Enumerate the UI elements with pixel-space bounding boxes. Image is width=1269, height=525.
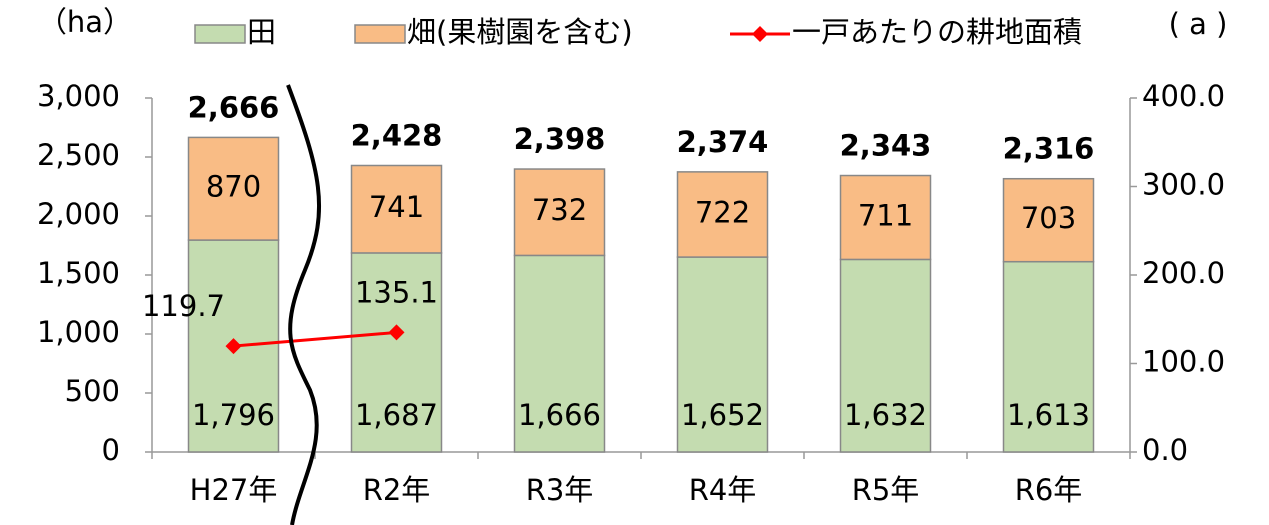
data-label: 711 — [858, 198, 913, 232]
x-tick-label: R6年 — [1015, 473, 1083, 507]
y-tick-label: 0 — [102, 433, 120, 467]
data-label: 1,652 — [681, 398, 764, 432]
data-label: 703 — [1021, 201, 1076, 235]
total-label: 2,666 — [188, 90, 280, 124]
x-tick-label: R3年 — [526, 473, 594, 507]
legend-swatch — [354, 24, 406, 44]
line-label: 135.1 — [355, 275, 438, 309]
data-label: 722 — [695, 195, 750, 229]
axis-break — [286, 84, 322, 525]
bar-segment — [513, 168, 606, 257]
bar-segment — [513, 254, 606, 453]
data-label: 732 — [532, 193, 587, 227]
total-label: 2,398 — [514, 122, 606, 156]
y-axis-label: （ha） — [38, 5, 132, 39]
bar-segment — [1002, 177, 1095, 263]
data-label: 870 — [206, 170, 261, 204]
y2-tick-label: 100.0 — [1142, 345, 1225, 379]
legend-label: 一戸あたりの耕地面積 — [792, 15, 1082, 49]
bar-segment — [187, 136, 280, 241]
y2-tick-label: 200.0 — [1142, 256, 1225, 290]
line-marker — [225, 338, 242, 355]
legend-swatch — [194, 24, 246, 44]
y2-tick-label: 0.0 — [1142, 433, 1188, 467]
legend-label: 田 — [247, 15, 276, 49]
data-label: 1,687 — [355, 398, 438, 432]
data-label: 1,613 — [1007, 398, 1090, 432]
total-label: 2,428 — [351, 118, 443, 152]
bar-segment — [839, 258, 932, 453]
bar-segment — [839, 174, 932, 261]
legend-label: 畑(果樹園を含む) — [407, 15, 633, 49]
y2-tick-label: 400.0 — [1142, 79, 1225, 113]
line-marker — [388, 324, 405, 341]
y-tick-label: 3,000 — [37, 79, 120, 113]
data-label: 1,796 — [192, 398, 275, 432]
legend-marker — [752, 26, 768, 42]
y2-tick-label: 300.0 — [1142, 168, 1225, 202]
y-tick-label: 2,500 — [37, 138, 120, 172]
plot: 0 500 1,000 1,500 2,000 2,500 3,000 0.0 100.0 200… — [37, 79, 1225, 507]
bar-segment — [350, 252, 443, 453]
data-label: 741 — [369, 190, 424, 224]
bar-segment — [676, 256, 769, 453]
bar-segment — [350, 164, 443, 254]
x-tick-label: H27年 — [190, 473, 278, 507]
bar-segment — [1002, 260, 1095, 453]
data-label: 1,632 — [844, 398, 927, 432]
y-tick-label: 1,500 — [37, 256, 120, 290]
y-tick-label: 1,000 — [37, 315, 120, 349]
total-label: 2,374 — [677, 125, 769, 159]
y-tick-label: 2,000 — [37, 197, 120, 231]
bar-segment — [676, 171, 769, 258]
data-label: 1,666 — [518, 398, 601, 432]
line — [233, 330, 397, 348]
x-tick-label: R5年 — [852, 473, 920, 507]
total-label: 2,343 — [840, 129, 932, 163]
x-tick-label: R4年 — [689, 473, 757, 507]
line-label: 119.7 — [142, 289, 225, 323]
y-tick-label: 500 — [65, 374, 120, 408]
x-tick-label: R2年 — [363, 473, 431, 507]
total-label: 2,316 — [1003, 132, 1095, 166]
y2-axis-label: ( a ) — [1169, 7, 1228, 41]
